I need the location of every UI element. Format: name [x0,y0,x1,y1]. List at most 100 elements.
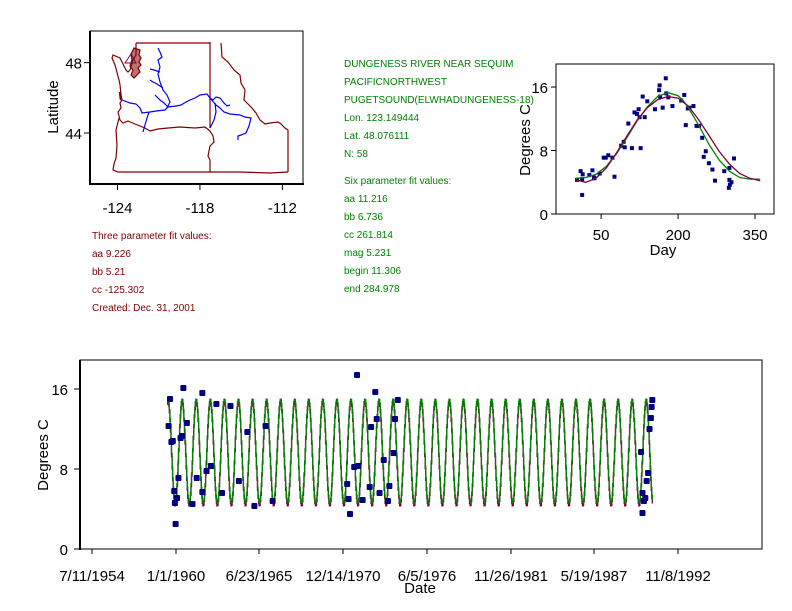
station-region: PACIFICNORTHWEST [344,77,447,88]
observed-point [587,173,592,178]
observed-point [722,169,727,174]
washington-idaho-border [209,42,289,172]
observed-point [657,88,662,93]
observed-point [227,403,234,409]
observed-point [172,521,179,527]
observed-point [660,105,665,110]
observed-point [648,404,655,410]
observed-point [610,155,615,160]
observed-point [373,416,380,422]
observed-point [203,468,210,474]
six-parameter-fit-values: Six parameter fit values: aa 11.216 bb 6… [344,173,451,299]
observed-point [652,107,657,112]
observed-point [244,429,251,435]
six-parameter-fit-curve [575,91,761,180]
time-series-chart: 7/11/1954 1/1/1960 6/23/1965 12/14/1970 6/5/… [35,359,763,597]
station-latitude: Lat. 48.076111 [344,131,410,142]
observed-point [646,426,653,432]
observed-point [174,495,181,501]
observed-point [639,510,646,516]
observed-point [199,489,206,495]
observed-point [391,416,398,422]
observed-point [727,165,732,170]
observed-point [612,174,617,179]
columbia-river [121,93,231,114]
observed-point [691,104,696,109]
observed-point [199,390,206,396]
three-parameter-fit-curve [575,95,761,183]
observed-point [390,450,397,456]
six-param-aa: aa 11.216 [344,194,388,205]
ts-x-tick-label: 1/1/1960 [147,568,205,585]
ts-y-tick-label: 0 [60,542,68,559]
observed-point [663,76,668,81]
observed-point [178,433,185,439]
observed-point [368,424,375,430]
observed-point [649,397,656,403]
observed-point [670,104,675,109]
six-param-bb: bb 6.736 [344,212,383,223]
six-param-title: Six parameter fit values: [344,176,452,187]
observed-point [638,146,643,151]
observed-point [645,99,650,104]
map-y-axis-label: Latitude [45,80,62,133]
ts-x-tick-label: 6/5/1976 [398,568,456,585]
observed-point [580,192,585,197]
observed-point [731,156,736,161]
observed-point [727,182,732,187]
observed-point [727,177,732,182]
observed-point [183,420,190,426]
observed-point [729,180,734,185]
map-x-tick-label: -112 [268,200,297,217]
observed-point [683,123,688,128]
observed-point [643,478,650,484]
observed-point [355,463,362,469]
oregon-border [112,117,289,174]
day-x-axis-label: Day [650,242,677,259]
observed-point [640,94,645,99]
station-name: DUNGENESS RIVER NEAR SEQUIM [344,59,514,70]
observed-point [354,372,361,378]
observed-point [642,495,649,501]
observed-point [213,401,220,407]
observed-point [394,397,401,403]
six-param-mag: mag 5.231 [344,248,392,259]
day-y-axis-label: Degrees C [517,104,534,176]
observed-point [262,423,269,429]
observed-point [606,153,611,158]
observed-point [165,423,172,429]
ts-y-tick-label: 16 [51,382,68,399]
observed-point [207,463,214,469]
ts-x-tick-label: 7/11/1954 [59,568,125,585]
observed-point [639,490,646,496]
station-info: DUNGENESS RIVER NEAR SEQUIM PACIFICNORTH… [344,56,534,164]
day-x-tick-label: 50 [593,227,610,244]
observed-point [166,396,173,402]
oregon-idaho-border [207,130,215,172]
observed-point [180,385,187,391]
ts-x-tick-label: 11/8/1992 [645,568,711,585]
observed-point [622,145,627,150]
observed-point [645,470,652,476]
observed-point [366,484,373,490]
observed-point [666,95,671,100]
observed-point [597,171,602,176]
station-triangle-icon [124,53,137,64]
observed-point [171,488,178,494]
station-subregion: PUGETSOUND(ELWHADUNGENESS-18) [344,95,534,106]
three-param-aa: aa 9.226 [92,249,131,260]
map-y-tick-label: 48 [65,56,82,73]
observed-point [657,83,662,88]
observed-point [726,185,731,190]
seasonal-fit-chart: 50 200 350 0 8 16 Day Degrees C [517,63,775,259]
observed-point [386,483,393,489]
observed-point [700,135,705,140]
observed-point [189,501,196,507]
observed-point [359,497,366,503]
observed-point [345,496,352,502]
snake-river [209,97,252,140]
ts-y-axis-label: Degrees C [35,419,52,491]
day-y-tick-label: 0 [540,207,548,224]
map-y-tick-label: 44 [65,126,82,143]
observed-point [578,169,583,174]
